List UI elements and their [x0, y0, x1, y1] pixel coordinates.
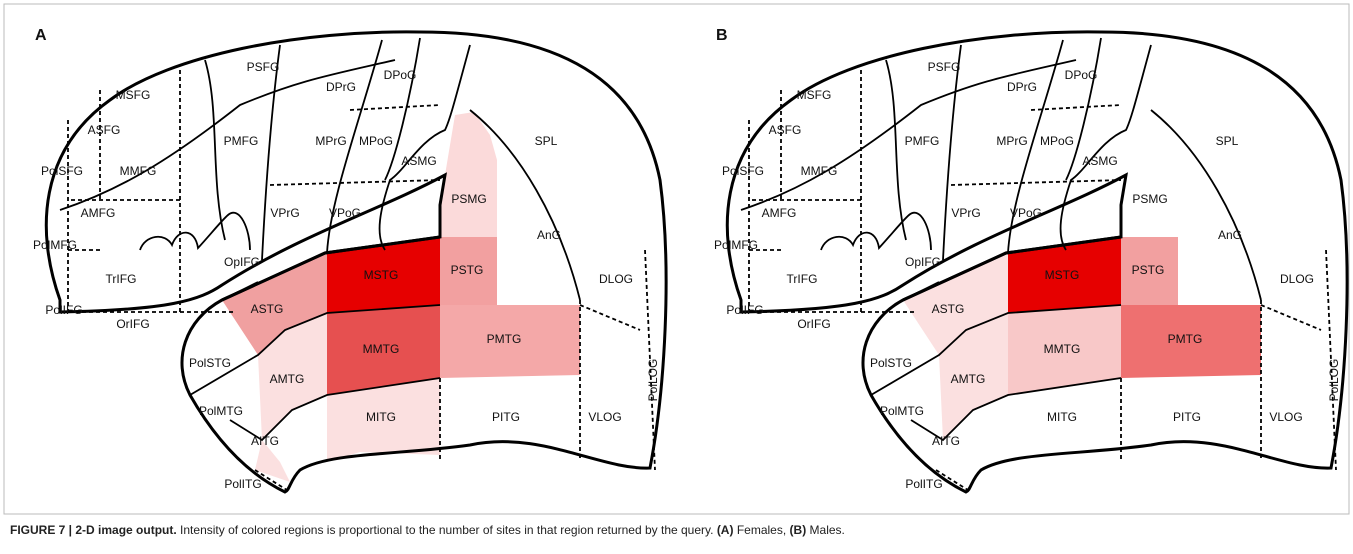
- boundary: [262, 45, 280, 260]
- region-label: VPrG: [951, 206, 980, 220]
- region-label: VPoG: [1010, 206, 1042, 220]
- region-label: MMFG: [801, 164, 838, 178]
- region-label: OpIFG: [905, 255, 941, 269]
- region-label: VLOG: [1269, 410, 1302, 424]
- region-label: PolIFG: [45, 303, 82, 317]
- region-label: PSMG: [451, 192, 486, 206]
- panel-label: B: [716, 27, 728, 44]
- region-label: AMFG: [762, 206, 797, 220]
- region-label: ASTG: [932, 302, 965, 316]
- region-label: SPL: [535, 134, 558, 148]
- region: [440, 112, 497, 237]
- region-label: TrIFG: [106, 272, 137, 286]
- region-label: AMFG: [81, 206, 116, 220]
- region-label: PolITG: [905, 477, 942, 491]
- region-label: MMTG: [363, 342, 400, 356]
- region-label: PolSTG: [870, 356, 912, 370]
- boundary-dashed: [951, 180, 1121, 185]
- region-label: ASMG: [1082, 154, 1117, 168]
- region-label: AnG: [1218, 228, 1242, 242]
- region-label: MSTG: [1045, 268, 1080, 282]
- region-label: MMFG: [120, 164, 157, 178]
- region-label: DPoG: [384, 68, 417, 82]
- boundary: [205, 60, 225, 240]
- panel-label: A: [35, 27, 47, 44]
- region-label: MPoG: [359, 134, 393, 148]
- region-label: ASTG: [251, 302, 284, 316]
- region-label: PITG: [492, 410, 520, 424]
- region-label: MITG: [366, 410, 396, 424]
- boundary: [943, 45, 961, 260]
- figure: A PSFG DPrG DPoG MSFG ASFG PMFG MPrG MPoG ASMG SPL…: [0, 0, 1353, 554]
- region-label: SPL: [1216, 134, 1239, 148]
- panel: A PSFG DPrG DPoG MSFG ASFG PMFG MPrG MPoG ASMG SPL…: [33, 27, 666, 492]
- region-label: PolLOG: [646, 359, 660, 402]
- region-label: PolITG: [224, 477, 261, 491]
- region-label: MPrG: [315, 134, 346, 148]
- region-label: TrIFG: [787, 272, 818, 286]
- region-label: PITG: [1173, 410, 1201, 424]
- region-label: VPrG: [270, 206, 299, 220]
- caption-b: (B): [790, 523, 807, 537]
- region-label: PolSTG: [189, 356, 231, 370]
- caption-b-text: Males.: [810, 523, 845, 537]
- region-label: PolLOG: [1327, 359, 1341, 402]
- region-label: PSFG: [928, 60, 961, 74]
- region-label: PolMTG: [199, 404, 243, 418]
- region-label: ASFG: [88, 123, 121, 137]
- region-label: ASFG: [769, 123, 802, 137]
- region-label: AITG: [251, 434, 279, 448]
- caption-text: Intensity of colored regions is proporti…: [180, 523, 713, 537]
- region-label: DPoG: [1065, 68, 1098, 82]
- region-label: PSFG: [247, 60, 280, 74]
- boundary: [140, 213, 250, 250]
- region-label: DPrG: [1007, 80, 1037, 94]
- figure-label: FIGURE 7 | 2-D image output.: [10, 523, 177, 537]
- region-label: PMFG: [224, 134, 259, 148]
- region-label: AITG: [932, 434, 960, 448]
- region-label: PMTG: [1168, 332, 1203, 346]
- region-label: MMTG: [1044, 342, 1081, 356]
- brain-maps: A PSFG DPrG DPoG MSFG ASFG PMFG MPrG MPoG ASMG SPL…: [0, 0, 1353, 520]
- boundary-dashed: [1261, 305, 1321, 330]
- region-label: VLOG: [588, 410, 621, 424]
- region-label: OrIFG: [116, 317, 149, 331]
- boundary: [821, 213, 931, 250]
- region-label: AMTG: [951, 372, 986, 386]
- boundary-dashed: [270, 180, 440, 185]
- region-label: PSTG: [1132, 263, 1165, 277]
- region-label: MSTG: [364, 268, 399, 282]
- region-label: ASMG: [401, 154, 436, 168]
- panel: B PSFG DPrG DPoG MSFG ASFG PMFG MPrG MPoG ASMG SPL…: [714, 27, 1347, 492]
- region-label: PSTG: [451, 263, 484, 277]
- boundary-dashed: [580, 305, 640, 330]
- region-label: MSFG: [116, 88, 151, 102]
- caption-a: (A): [717, 523, 734, 537]
- region-label: MPrG: [996, 134, 1027, 148]
- region-label: PolMTG: [880, 404, 924, 418]
- region-label: PolSFG: [41, 164, 83, 178]
- region-label: PolMFG: [714, 238, 758, 252]
- region-label: PolMFG: [33, 238, 77, 252]
- boundary: [886, 60, 906, 240]
- region-label: DLOG: [599, 272, 633, 286]
- region-label: OpIFG: [224, 255, 260, 269]
- region-label: PolIFG: [726, 303, 763, 317]
- region-label: MPoG: [1040, 134, 1074, 148]
- region-label: AMTG: [270, 372, 305, 386]
- region-label: PMFG: [905, 134, 940, 148]
- region-label: OrIFG: [797, 317, 830, 331]
- region-label: PolSFG: [722, 164, 764, 178]
- region-label: MITG: [1047, 410, 1077, 424]
- region-label: MSFG: [797, 88, 832, 102]
- region-label: DPrG: [326, 80, 356, 94]
- region-label: DLOG: [1280, 272, 1314, 286]
- region-label: VPoG: [329, 206, 361, 220]
- caption: FIGURE 7 | 2-D image output. Intensity o…: [10, 523, 845, 537]
- region-label: AnG: [537, 228, 561, 242]
- region-label: PSMG: [1132, 192, 1167, 206]
- caption-a-text: Females,: [737, 523, 786, 537]
- region-label: PMTG: [487, 332, 522, 346]
